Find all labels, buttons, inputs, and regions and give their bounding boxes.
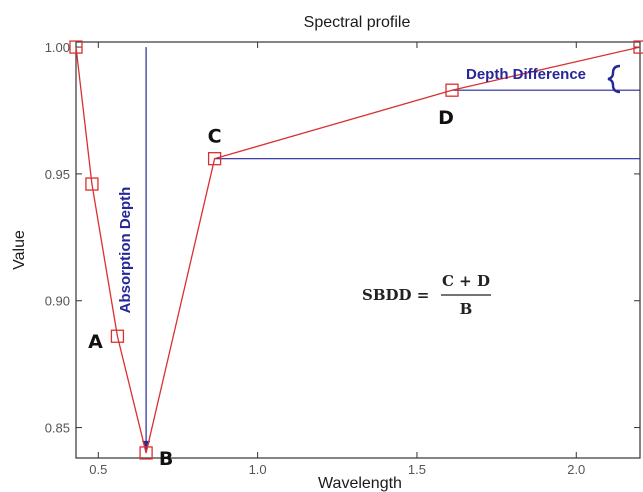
plot-frame <box>75 41 641 459</box>
data-point-marker <box>85 177 99 191</box>
y-tick-label: 0.90 <box>45 294 70 309</box>
point-label-c: C <box>208 126 222 148</box>
y-tick-label: 0.85 <box>45 421 70 436</box>
data-point-marker <box>139 446 153 460</box>
formula-lhs: SBDD = <box>362 286 429 304</box>
y-axis-label: Value <box>11 230 28 270</box>
data-point-marker <box>207 152 222 166</box>
point-label-d: D <box>438 107 454 129</box>
y-tick-label: 1.00 <box>45 40 70 55</box>
x-tick-label: 2.0 <box>567 462 585 477</box>
point-label-a: A <box>88 331 103 353</box>
formula-numerator: C + D <box>442 272 490 290</box>
depth-difference-label: Depth Difference <box>466 66 586 83</box>
depth-difference-brace <box>607 64 621 94</box>
point-label-b: B <box>159 448 173 470</box>
y-tick-label: 0.95 <box>45 167 70 182</box>
absorption-depth-label: Absorption Depth <box>117 187 134 314</box>
plot-area: 0.5 1.0 1.5 2.0 0.85 0.90 0.95 1.00 A B C D Absorpti… <box>45 40 643 477</box>
data-point-marker <box>633 40 643 54</box>
formula-denominator: B <box>460 300 473 318</box>
data-point-marker <box>110 329 125 343</box>
x-tick-label: 0.5 <box>89 462 107 477</box>
spectral-line <box>75 46 641 454</box>
x-tick-label: 1.0 <box>249 462 267 477</box>
x-axis-label: Wavelength <box>318 475 402 492</box>
chart-title: Spectral profile <box>304 14 411 31</box>
x-tick-label: 1.5 <box>408 462 426 477</box>
data-point-marker <box>445 83 459 97</box>
data-point-marker <box>69 40 83 54</box>
